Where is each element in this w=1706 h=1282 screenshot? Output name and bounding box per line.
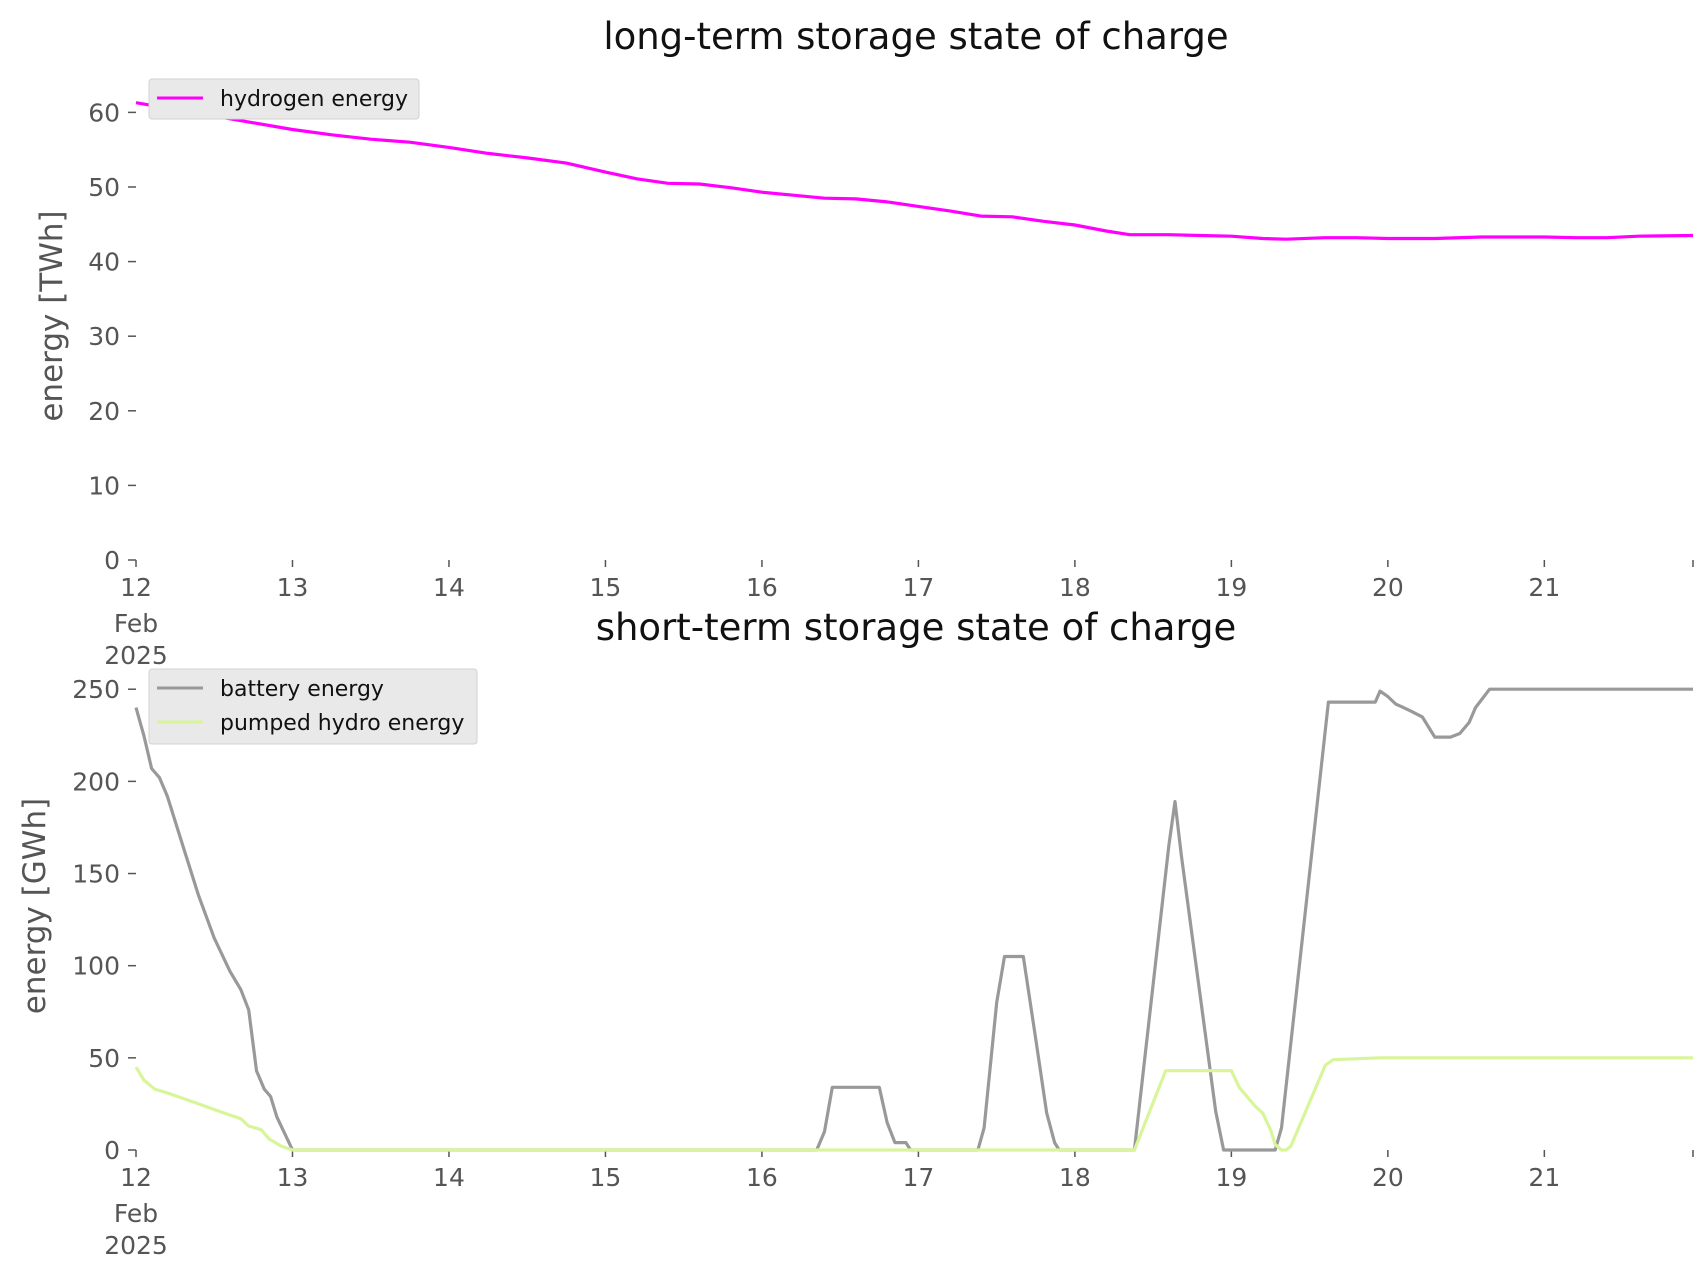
y-tick-label: 30 [88,322,120,351]
y-tick-label: 50 [88,1044,120,1073]
x-tick-label: 21 [1528,573,1560,602]
x-tick-label: 14 [433,573,465,602]
y-tick-label: 60 [88,98,120,127]
y-tick-label: 150 [72,860,120,889]
series-line-pumped-hydro-energy [134,1056,1693,1152]
legend-box [148,78,420,120]
x-tick-label: 18 [1059,573,1091,602]
x-tick-sublabel: 2025 [104,641,168,670]
series-line-battery-energy [134,687,1693,1152]
y-tick-label: 250 [72,675,120,704]
y-tick-label: 100 [72,952,120,981]
chart-title: long-term storage state of charge [603,15,1228,58]
y-tick-label: 50 [88,173,120,202]
series-line-hydrogen-energy [135,101,1694,241]
x-tick-label: 18 [1059,1163,1091,1192]
axis-ticks: 0 10 20 30 40 50 60 12 Feb 2025 13 14 15 16 17 18 19 20 21 [88,98,1694,670]
x-tick-label: 12 [120,1163,152,1192]
y-tick-label: 0 [104,1136,120,1165]
short-term-chart: short-term storage state of charge energ… [17,606,1694,1260]
x-tick-sublabel: Feb [114,1199,158,1228]
long-term-chart: long-term storage state of charge energy… [34,15,1694,670]
x-tick-label: 13 [277,1163,309,1192]
axis-ticks: 0 50 100 150 200 250 12 Feb 2025 13 14 15 16 17 18 19 20… [72,675,1694,1260]
x-tick-label: 16 [746,1163,778,1192]
x-tick-label: 15 [590,573,622,602]
series-lines [134,687,1693,1152]
y-tick-label: 10 [88,471,120,500]
y-tick-label: 200 [72,767,120,796]
x-tick-label: 15 [590,1163,622,1192]
y-tick-label: 0 [104,546,120,575]
legend: battery energy pumped hydro energy [148,668,478,745]
y-axis-label: energy [GWh] [17,798,53,1014]
x-tick-label: 21 [1528,1163,1560,1192]
x-tick-label: 20 [1372,1163,1404,1192]
x-tick-label: 19 [1215,1163,1247,1192]
x-tick-label: 17 [903,1163,935,1192]
legend-box [148,668,478,745]
y-tick-label: 40 [88,248,120,277]
y-axis-label: energy [TWh] [34,210,70,421]
x-tick-sublabel: 2025 [104,1231,168,1260]
x-tick-label: 20 [1372,573,1404,602]
chart-title: short-term storage state of charge [596,606,1237,649]
x-tick-label: 13 [277,573,309,602]
x-tick-label: 12 [120,573,152,602]
x-tick-label: 16 [746,573,778,602]
x-tick-label: 19 [1215,573,1247,602]
x-tick-sublabel: Feb [114,609,158,638]
legend: hydrogen energy [148,78,420,120]
legend-entry-hydrogen-energy: hydrogen energy [220,87,408,112]
legend-entry-pumped-hydro-energy: pumped hydro energy [220,711,464,736]
x-tick-label: 14 [433,1163,465,1192]
legend-entry-battery-energy: battery energy [220,677,384,702]
x-tick-label: 17 [903,573,935,602]
series-lines [135,101,1694,241]
y-tick-label: 20 [88,397,120,426]
